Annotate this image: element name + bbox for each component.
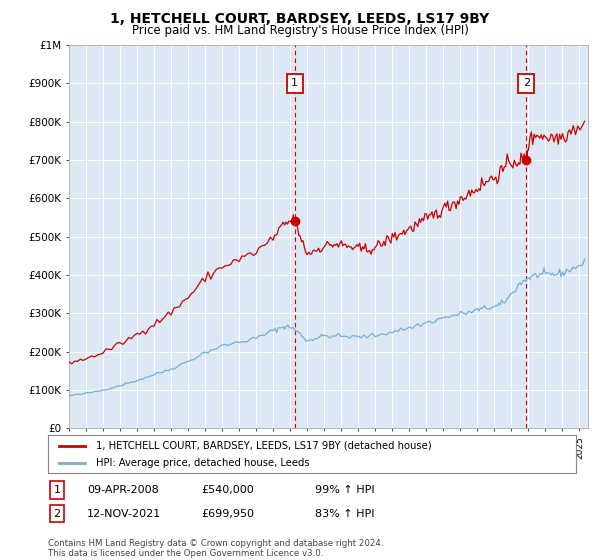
Text: 2: 2 xyxy=(523,78,530,88)
Text: 09-APR-2008: 09-APR-2008 xyxy=(87,485,159,495)
Text: 12-NOV-2021: 12-NOV-2021 xyxy=(87,508,161,519)
Text: Price paid vs. HM Land Registry's House Price Index (HPI): Price paid vs. HM Land Registry's House … xyxy=(131,24,469,36)
Text: 99% ↑ HPI: 99% ↑ HPI xyxy=(315,485,374,495)
Text: 1, HETCHELL COURT, BARDSEY, LEEDS, LS17 9BY: 1, HETCHELL COURT, BARDSEY, LEEDS, LS17 … xyxy=(110,12,490,26)
Text: 83% ↑ HPI: 83% ↑ HPI xyxy=(315,508,374,519)
Text: £540,000: £540,000 xyxy=(201,485,254,495)
Text: 1: 1 xyxy=(292,78,298,88)
Text: 2: 2 xyxy=(53,508,61,519)
Text: 1, HETCHELL COURT, BARDSEY, LEEDS, LS17 9BY (detached house): 1, HETCHELL COURT, BARDSEY, LEEDS, LS17 … xyxy=(95,441,431,451)
Text: HPI: Average price, detached house, Leeds: HPI: Average price, detached house, Leed… xyxy=(95,458,309,468)
Text: 1: 1 xyxy=(53,485,61,495)
Text: Contains HM Land Registry data © Crown copyright and database right 2024.
This d: Contains HM Land Registry data © Crown c… xyxy=(48,539,383,558)
Text: £699,950: £699,950 xyxy=(201,508,254,519)
